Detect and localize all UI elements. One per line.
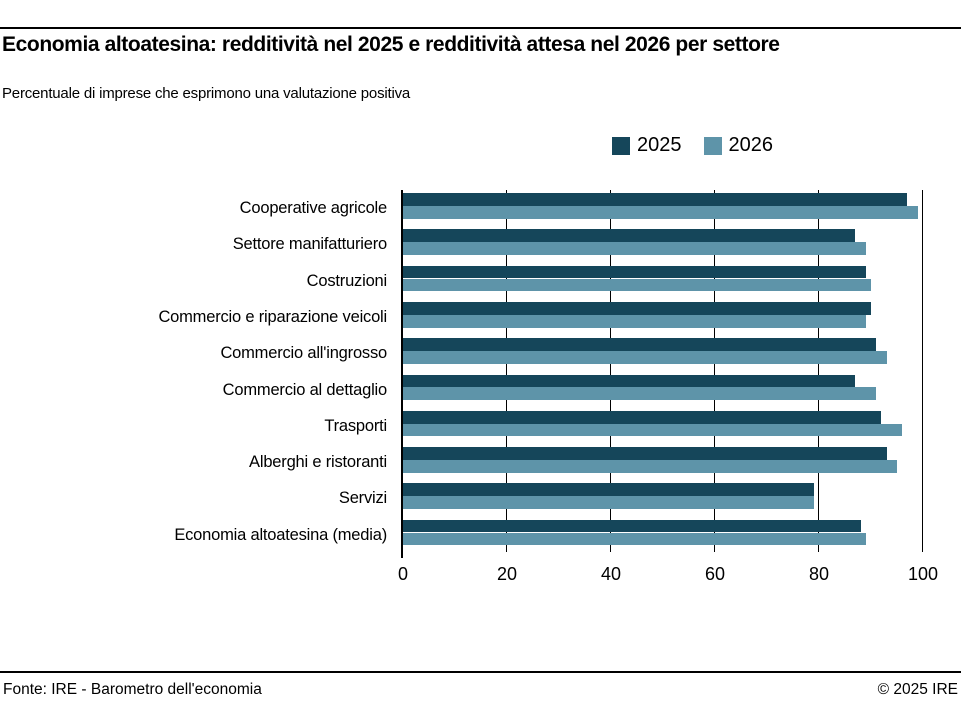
bar-2025 <box>403 193 908 206</box>
category-label: Settore manifatturiero <box>232 235 387 254</box>
bar-2026 <box>403 278 871 292</box>
bar-2025 <box>403 519 861 533</box>
category-label: Alberghi e ristoranti <box>249 453 387 472</box>
legend-swatch-2026-icon <box>703 136 722 155</box>
y-axis-line <box>401 190 403 558</box>
chart-legend: 2025 2026 <box>612 134 773 157</box>
category-label: Cooperative agricole <box>239 199 388 217</box>
bar-2026 <box>403 387 877 401</box>
bar-2025 <box>403 483 814 497</box>
bar-2026 <box>403 460 897 473</box>
bar-2026 <box>403 242 866 255</box>
category-labels: Cooperative agricole Settore manifatturie… <box>0 190 395 553</box>
top-rule <box>0 27 961 29</box>
category-label: Economia altoatesina (media) <box>174 525 387 544</box>
bar-2025 <box>403 229 856 243</box>
x-tick-label: 0 <box>397 564 409 584</box>
bar-2025 <box>403 374 856 388</box>
bar-2025 <box>403 265 866 279</box>
legend-item-2026: 2026 <box>703 134 774 157</box>
legend-item-2025: 2025 <box>612 134 682 157</box>
category-label: Costruzioni <box>306 271 388 290</box>
x-tick-label: 60 <box>704 564 726 584</box>
bar-2026 <box>403 423 903 437</box>
x-axis: 0 20 40 60 80 100 <box>398 564 938 588</box>
category-label: Servizi <box>338 489 387 508</box>
bar-2025 <box>403 338 877 351</box>
gridline <box>922 190 923 552</box>
chart-subtitle: Percentuale di imprese che esprimono una… <box>2 85 411 102</box>
bar-2025 <box>403 301 871 315</box>
plot-area <box>403 190 923 553</box>
category-label: Commercio all'ingrosso <box>220 344 387 363</box>
x-tick-label: 80 <box>808 564 830 584</box>
bar-2025 <box>403 410 882 424</box>
gridline <box>506 190 507 552</box>
x-tick-label: 40 <box>600 564 622 584</box>
gridline <box>714 190 715 552</box>
bar-2025 <box>403 447 887 460</box>
copyright-note: © 2025 IRE <box>877 681 958 698</box>
legend-label-2026: 2026 <box>728 134 774 156</box>
bar-2026 <box>403 351 887 364</box>
source-note: Fonte: IRE - Barometro dell'economia <box>3 681 262 698</box>
bar-2026 <box>403 205 918 219</box>
category-label: Trasporti <box>324 416 387 435</box>
x-tick-label: 100 <box>907 564 939 584</box>
chart-title: Economia altoatesina: redditività nel 20… <box>2 33 780 56</box>
category-label: Commercio e riparazione veicoli <box>158 307 387 326</box>
bottom-rule <box>0 671 961 673</box>
gridline <box>818 190 819 552</box>
bar-2026 <box>403 314 866 328</box>
bar-2026 <box>403 496 814 510</box>
category-label: Commercio al dettaglio <box>222 380 388 399</box>
x-tick-label: 20 <box>496 564 518 584</box>
gridline <box>610 190 611 552</box>
bar-2026 <box>403 532 866 546</box>
legend-label-2025: 2025 <box>637 134 682 156</box>
legend-swatch-2025-icon <box>612 136 630 155</box>
